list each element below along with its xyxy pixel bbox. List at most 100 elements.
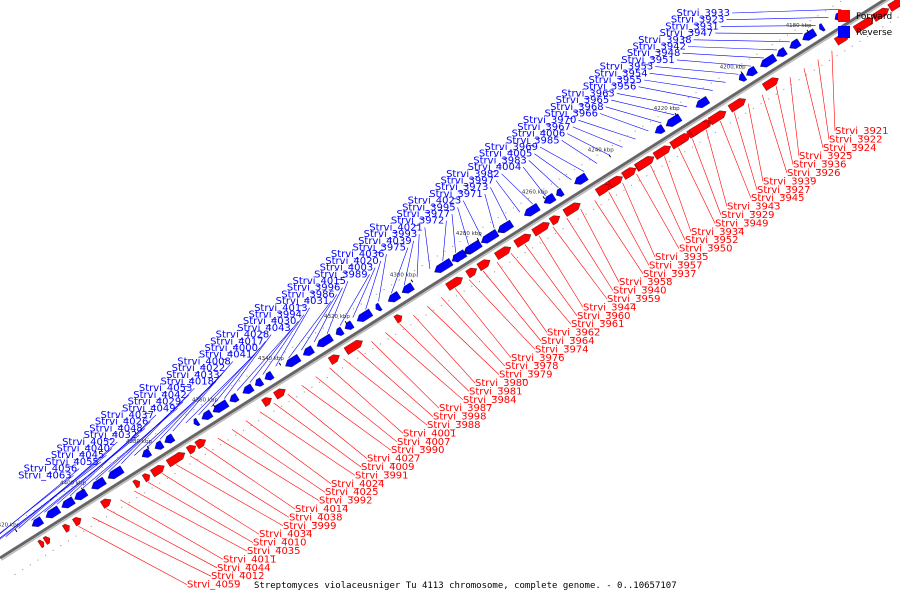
track-dot [463, 290, 465, 292]
gene-label: Strvi_4013 [254, 303, 308, 314]
gene-label: Strvi_4003 [320, 263, 374, 274]
gene-label: Strvi_4017 [210, 336, 264, 347]
track-dot [642, 125, 644, 127]
gene-label: Strvi_3921 [835, 126, 889, 137]
label-leader-line [134, 490, 248, 552]
tick-mark [740, 71, 743, 75]
gene-label: Strvi_3947 [660, 28, 714, 39]
reverse-gene-arrow [802, 28, 818, 41]
genome-backbone [0, 0, 899, 576]
label-leader-line [496, 261, 548, 333]
track-dot [200, 404, 202, 406]
forward-gene-arrow [132, 479, 140, 489]
gene-label: Strvi_4045 [51, 450, 105, 461]
gene-label: Strvi_4042 [133, 390, 187, 401]
gene-label: Strvi_4041 [199, 350, 253, 361]
gene-label: Strvi_4023 [408, 196, 462, 207]
track-dot [44, 554, 47, 556]
track-dot [204, 453, 206, 455]
gene-label: Strvi_3922 [829, 134, 883, 145]
gene-label: Strvi_3981 [469, 386, 523, 397]
track-dot [562, 228, 564, 230]
legend-forward-label: Forward [856, 12, 892, 22]
gene-label: Strvi_4063 [18, 470, 72, 481]
gene-label: Strvi_3927 [757, 185, 811, 196]
forward-gene-arrow [149, 465, 165, 478]
track-dot [314, 332, 317, 334]
track-dot [280, 405, 283, 407]
track-dot [478, 280, 480, 283]
reverse-gene-arrow [789, 38, 802, 49]
track-dot [288, 400, 290, 403]
track-dot [117, 457, 119, 459]
track-dot [592, 208, 595, 211]
track-dot [783, 88, 785, 90]
tick-marks: 4180 kbp 4200 kbp 4220 kbp 4240 kbp 4260 kbp… [0, 23, 812, 533]
label-leader-line [692, 138, 722, 216]
gene-block-arrow [608, 175, 623, 189]
gene-block-arrow [688, 121, 710, 138]
tick-mark [212, 404, 216, 408]
label-leader-line [706, 129, 728, 207]
label-leader-line [528, 160, 559, 189]
gene-block-arrow [652, 145, 671, 160]
label-leader-line [245, 420, 332, 485]
label-leader-line [259, 411, 356, 476]
gene-label: Strvi_4059 [187, 580, 241, 591]
gene-label: Strvi_3966 [544, 109, 598, 120]
track-dot [379, 343, 382, 345]
tick-label: 4260 kbp [522, 189, 548, 195]
label-leader-line [175, 464, 284, 527]
gene-label: Strvi_3963 [561, 88, 615, 99]
gene-label: Strvi_3960 [577, 311, 631, 322]
gene-label: Strvi_3944 [583, 302, 637, 313]
reverse-gene-arrow [45, 505, 62, 519]
track-dot [687, 96, 690, 99]
label-leader-line [203, 446, 296, 510]
gene-block-arrow [634, 156, 655, 172]
gene-block-arrow [669, 133, 691, 150]
label-leader-line [501, 173, 533, 205]
label-leader-line [339, 274, 370, 326]
gene-label: Strvi_4015 [292, 276, 346, 287]
label-leader-line [524, 244, 578, 316]
gene-label: Strvi_3957 [649, 260, 703, 271]
gene-label: Strvi_4040 [56, 444, 110, 455]
track-dot [52, 549, 54, 552]
gene-label: Strvi_3949 [715, 218, 769, 229]
gene-label: Strvi_4026 [95, 417, 149, 428]
track-dot [448, 300, 450, 302]
gene-label: Strvi_3972 [391, 216, 445, 227]
track-dot [254, 370, 256, 372]
track-dot [657, 116, 659, 118]
gene-label: Strvi_3975 [352, 243, 406, 254]
track-dot [524, 252, 526, 254]
gene-block-arrow [707, 110, 727, 126]
gene-label: Strvi_3982 [446, 169, 500, 180]
track-dot [467, 236, 469, 238]
reverse-gene-arrow [746, 65, 758, 77]
gene-labels: Strvi_3921Strvi_3922Strvi_3924Strvi_3925… [18, 8, 888, 591]
gene-label: Strvi_4032 [84, 430, 138, 441]
track-dot [37, 559, 39, 561]
track-dot [227, 439, 229, 441]
track-dot [410, 324, 412, 326]
label-leader-line [789, 77, 800, 157]
track-dot [124, 452, 126, 454]
reverse-gene-arrow [654, 124, 666, 134]
label-leader-line [301, 385, 392, 451]
track-dot [10, 524, 12, 526]
gene-label: Strvi_3968 [550, 102, 604, 113]
track-dot [535, 192, 537, 195]
track-dot [177, 418, 180, 420]
track-dot [299, 341, 301, 344]
label-leader-line [454, 288, 512, 358]
gene-label: Strvi_4004 [468, 162, 522, 173]
gene-label: Strvi_3994 [248, 310, 302, 321]
track-dot [436, 255, 438, 257]
label-leader-line [605, 106, 662, 124]
track-dot [296, 396, 298, 398]
legend: Forward Reverse [838, 10, 893, 38]
track-dot [897, 16, 899, 18]
track-dot [699, 141, 701, 143]
